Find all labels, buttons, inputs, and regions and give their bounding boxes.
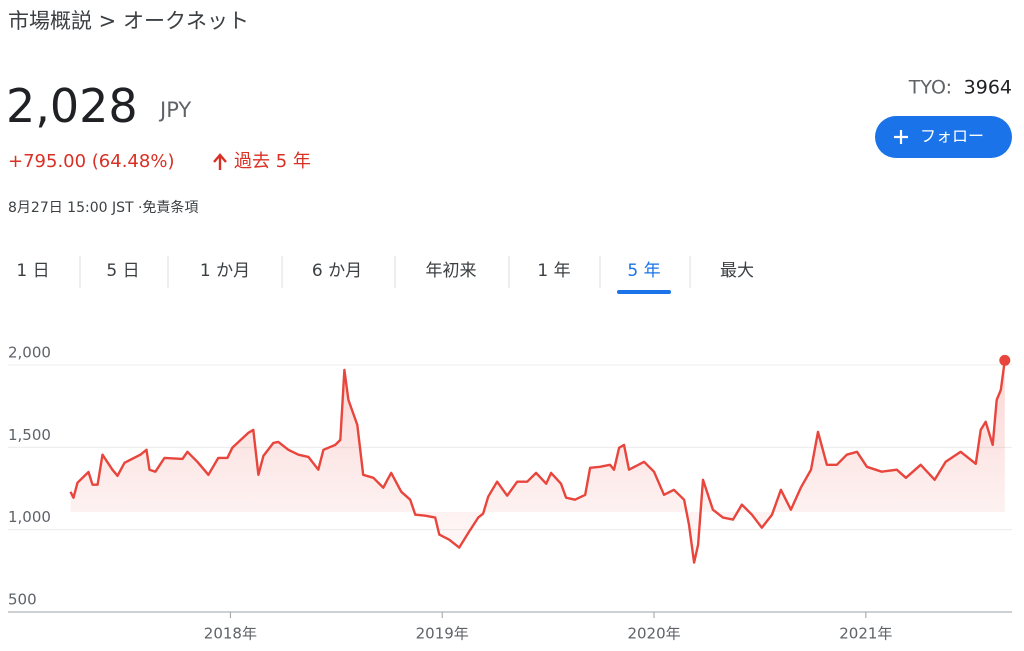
up-arrow xyxy=(213,153,227,170)
price: 2,028 xyxy=(6,79,138,133)
last-point xyxy=(999,354,1011,366)
price-change: +795.00 (64.48%) xyxy=(8,151,174,172)
follow-label[interactable]: フォロー xyxy=(920,127,984,146)
breadcrumb[interactable]: 市場概説 > オークネット xyxy=(8,9,249,33)
plus-icon xyxy=(894,130,908,144)
follow-button[interactable]: フォロー xyxy=(875,116,1012,158)
y-tick-label: 1,000 xyxy=(8,508,51,526)
timestamp[interactable]: 8月27日 15:00 JST ·免責条項 xyxy=(8,199,198,216)
y-tick-label: 500 xyxy=(8,591,37,609)
range-tab[interactable]: 5 年 xyxy=(627,261,660,281)
tab-underline xyxy=(617,290,671,294)
y-tick-label: 1,500 xyxy=(8,426,51,444)
range-tab[interactable]: 最大 xyxy=(720,261,754,281)
currency: JPY xyxy=(158,98,191,122)
range-tab[interactable]: 6 か月 xyxy=(312,261,362,281)
range-tab[interactable]: 5 日 xyxy=(106,261,139,281)
range-tab[interactable]: 1 か月 xyxy=(200,261,250,281)
price-line xyxy=(69,360,1006,564)
price-chart: 500 1,000 1,500 2,000 2018年 2019年 2020年 2021年 xyxy=(8,344,1012,643)
period: 過去 5 年 xyxy=(234,151,311,172)
exchange: TYO: xyxy=(908,77,952,99)
range-tabs: 1 日 5 日 1 か月 6 か月 年初来 1 年 5 年 最大 xyxy=(16,256,754,294)
x-tick-label: 2019年 xyxy=(416,625,469,643)
x-tick-label: 2018年 xyxy=(204,625,257,643)
follow-button-bg[interactable] xyxy=(875,116,1012,158)
ticker: 3964 xyxy=(964,77,1012,99)
y-tick-label: 2,000 xyxy=(8,344,51,362)
range-tab[interactable]: 年初来 xyxy=(426,261,477,281)
x-tick-label: 2021年 xyxy=(839,625,892,643)
x-tick-label: 2020年 xyxy=(627,625,680,643)
area-fill xyxy=(70,360,1005,563)
range-tab[interactable]: 1 年 xyxy=(537,261,570,281)
range-tab[interactable]: 1 日 xyxy=(16,261,49,281)
